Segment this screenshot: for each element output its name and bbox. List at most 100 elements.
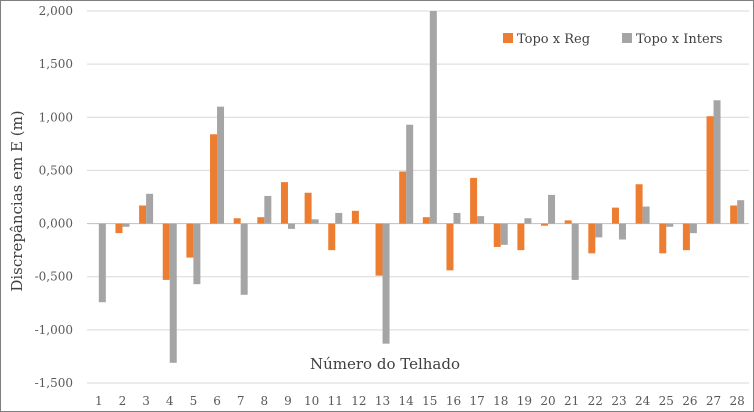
y-tick-label: -1,000 bbox=[35, 323, 73, 337]
bar-topo-x-reg-2 bbox=[115, 223, 123, 234]
x-tick-label: 11 bbox=[328, 394, 343, 408]
x-tick-label: 28 bbox=[730, 394, 745, 408]
bar-topo-x-inters-26 bbox=[689, 223, 697, 234]
bar-topo-x-reg-17 bbox=[470, 177, 478, 224]
x-tick-label: 7 bbox=[237, 394, 245, 408]
legend-swatch-topo-x-reg bbox=[503, 33, 513, 43]
legend-label-topo-x-inters: Topo x Inters bbox=[636, 32, 723, 47]
x-tick-label: 25 bbox=[659, 394, 674, 408]
x-tick-label: 1 bbox=[95, 394, 103, 408]
bar-topo-x-inters-6 bbox=[217, 106, 225, 224]
y-tick-label: 2,000 bbox=[39, 4, 73, 18]
x-tick-label: 6 bbox=[213, 394, 221, 408]
bar-topo-x-inters-17 bbox=[477, 216, 485, 224]
bar-topo-x-reg-6 bbox=[210, 134, 218, 224]
bar-topo-x-reg-14 bbox=[399, 171, 407, 224]
bar-topo-x-reg-18 bbox=[493, 223, 501, 247]
x-tick-label: 4 bbox=[166, 394, 174, 408]
bar-topo-x-reg-13 bbox=[375, 223, 383, 276]
bar-topo-x-inters-28 bbox=[737, 200, 745, 224]
legend: Topo x Reg Topo x Inters bbox=[503, 32, 723, 47]
x-tick-label: 10 bbox=[304, 394, 319, 408]
bar-topo-x-reg-11 bbox=[328, 223, 336, 251]
bar-topo-x-reg-26 bbox=[682, 223, 690, 251]
bar-topo-x-inters-25 bbox=[666, 223, 674, 227]
y-axis-title: Discrepâncias em E (m) bbox=[8, 110, 26, 291]
bar-topo-x-reg-9 bbox=[280, 182, 288, 224]
bar-topo-x-reg-4 bbox=[162, 223, 170, 280]
x-tick-label: 27 bbox=[706, 394, 721, 408]
y-tick-label: -1,500 bbox=[35, 376, 73, 390]
bar-topo-x-inters-8 bbox=[264, 195, 272, 224]
bar-topo-x-inters-9 bbox=[287, 223, 295, 229]
bar-topo-x-inters-21 bbox=[571, 223, 579, 280]
bar-topo-x-reg-25 bbox=[659, 223, 667, 254]
x-tick-label: 21 bbox=[564, 394, 579, 408]
y-tick-label: 0,000 bbox=[39, 217, 73, 231]
x-axis-title: Número do Telhado bbox=[310, 355, 460, 373]
y-tick-label: 1,500 bbox=[39, 57, 73, 71]
x-tick-label: 2 bbox=[119, 394, 127, 408]
bar-topo-x-inters-20 bbox=[548, 194, 556, 224]
bar-topo-x-reg-20 bbox=[541, 223, 549, 226]
bar-topo-x-reg-28 bbox=[730, 205, 738, 224]
legend-label-topo-x-reg: Topo x Reg bbox=[517, 32, 590, 47]
bar-topo-x-inters-22 bbox=[595, 223, 603, 238]
x-tick-label: 26 bbox=[682, 394, 697, 408]
y-tick-label: -0,500 bbox=[35, 270, 73, 284]
bar-topo-x-reg-23 bbox=[611, 207, 619, 224]
x-tick-label: 24 bbox=[635, 394, 651, 408]
x-tick-label: 22 bbox=[588, 394, 603, 408]
legend-swatch-topo-x-inters bbox=[622, 33, 632, 43]
bar-topo-x-inters-1 bbox=[98, 223, 106, 303]
bar-topo-x-inters-18 bbox=[500, 223, 508, 245]
bar-topo-x-inters-23 bbox=[618, 223, 626, 240]
bar-topo-x-inters-5 bbox=[193, 223, 201, 285]
bar-topo-x-reg-3 bbox=[139, 205, 147, 224]
bar-topo-x-reg-7 bbox=[233, 218, 241, 224]
y-axis-ticks: -1,500 -1,000 -0,500 0,000 0,500 1,000 1,500 2,… bbox=[35, 4, 73, 390]
x-tick-label: 5 bbox=[190, 394, 198, 408]
x-tick-label: 16 bbox=[446, 394, 461, 408]
bar-topo-x-inters-13 bbox=[382, 223, 390, 344]
bar-topo-x-inters-27 bbox=[713, 100, 721, 224]
bar-topo-x-inters-11 bbox=[335, 212, 343, 224]
bar-topo-x-reg-8 bbox=[257, 217, 265, 224]
bar-topo-x-reg-27 bbox=[706, 116, 714, 224]
x-tick-label: 20 bbox=[540, 394, 555, 408]
bar-topo-x-reg-10 bbox=[304, 192, 312, 224]
bar-topo-x-reg-24 bbox=[635, 184, 643, 224]
bar-topo-x-inters-3 bbox=[146, 193, 154, 224]
bar-topo-x-reg-21 bbox=[564, 220, 572, 224]
bar-topo-x-inters-15 bbox=[429, 11, 437, 224]
x-tick-label: 23 bbox=[611, 394, 626, 408]
y-tick-label: 0,500 bbox=[39, 163, 73, 177]
x-tick-label: 12 bbox=[351, 394, 366, 408]
x-tick-label: 17 bbox=[469, 394, 484, 408]
bar-topo-x-reg-12 bbox=[351, 210, 359, 224]
bar-topo-x-reg-5 bbox=[186, 223, 194, 258]
x-tick-label: 15 bbox=[422, 394, 437, 408]
bar-topo-x-inters-2 bbox=[122, 223, 130, 227]
x-tick-label: 8 bbox=[261, 394, 269, 408]
bar-topo-x-reg-22 bbox=[588, 223, 596, 254]
x-tick-label: 19 bbox=[517, 394, 532, 408]
bar-topo-x-inters-14 bbox=[406, 124, 414, 224]
x-tick-label: 13 bbox=[375, 394, 390, 408]
bar-topo-x-reg-19 bbox=[517, 223, 525, 251]
bar-topo-x-inters-10 bbox=[311, 219, 319, 224]
x-axis-ticks: 1 2 3 4 5 6 7 8 9 10 11 12 13 14 15 16 17 18 19 20 21 22 23 24 2… bbox=[95, 394, 745, 408]
x-tick-label: 3 bbox=[142, 394, 150, 408]
bar-topo-x-inters-4 bbox=[169, 223, 177, 363]
x-tick-label: 9 bbox=[284, 394, 292, 408]
bar-topo-x-reg-16 bbox=[446, 223, 454, 271]
x-tick-label: 18 bbox=[493, 394, 508, 408]
bar-topo-x-inters-16 bbox=[453, 212, 461, 224]
bars bbox=[98, 11, 745, 363]
bar-topo-x-reg-15 bbox=[422, 217, 430, 224]
bar-topo-x-inters-19 bbox=[524, 218, 532, 224]
gridlines bbox=[87, 10, 749, 384]
bar-topo-x-inters-7 bbox=[240, 223, 248, 295]
